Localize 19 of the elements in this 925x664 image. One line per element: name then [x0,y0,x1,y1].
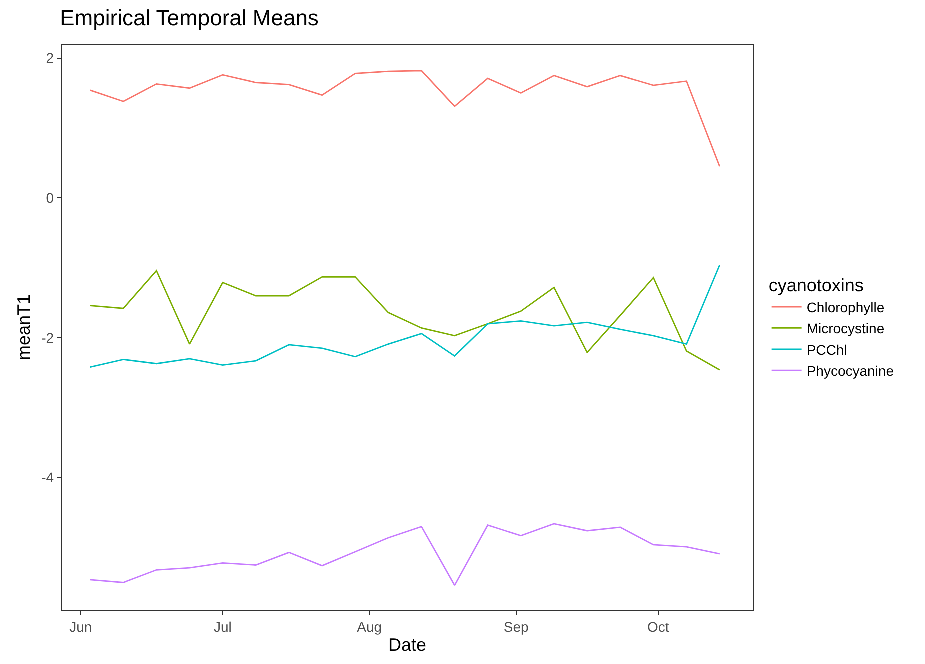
line-series [90,523,721,586]
x-axis-title: Date [388,635,427,656]
legend-label: Microcystine [806,320,885,337]
y-tick-label: 0 [46,190,54,206]
x-tick-label: Oct [647,618,670,635]
y-tick-label: -2 [42,330,54,346]
x-tick-label: Jun [70,618,92,635]
chart-title: Empirical Temporal Means [60,5,319,30]
x-tick-label: Aug [357,618,382,635]
y-tick-label: -4 [42,470,54,486]
line-series [90,70,721,168]
legend-label: PCChl [806,342,848,358]
x-tick-label: Jul [214,618,232,635]
y-tick-label: 2 [46,50,54,66]
legend-title: cyanotoxins [768,275,864,296]
legend-label: Phycocyanine [806,363,894,380]
y-axis-title: meanT1 [14,294,34,361]
x-tick-label: Sep [504,618,530,635]
legend-label: Chlorophylle [806,299,885,316]
